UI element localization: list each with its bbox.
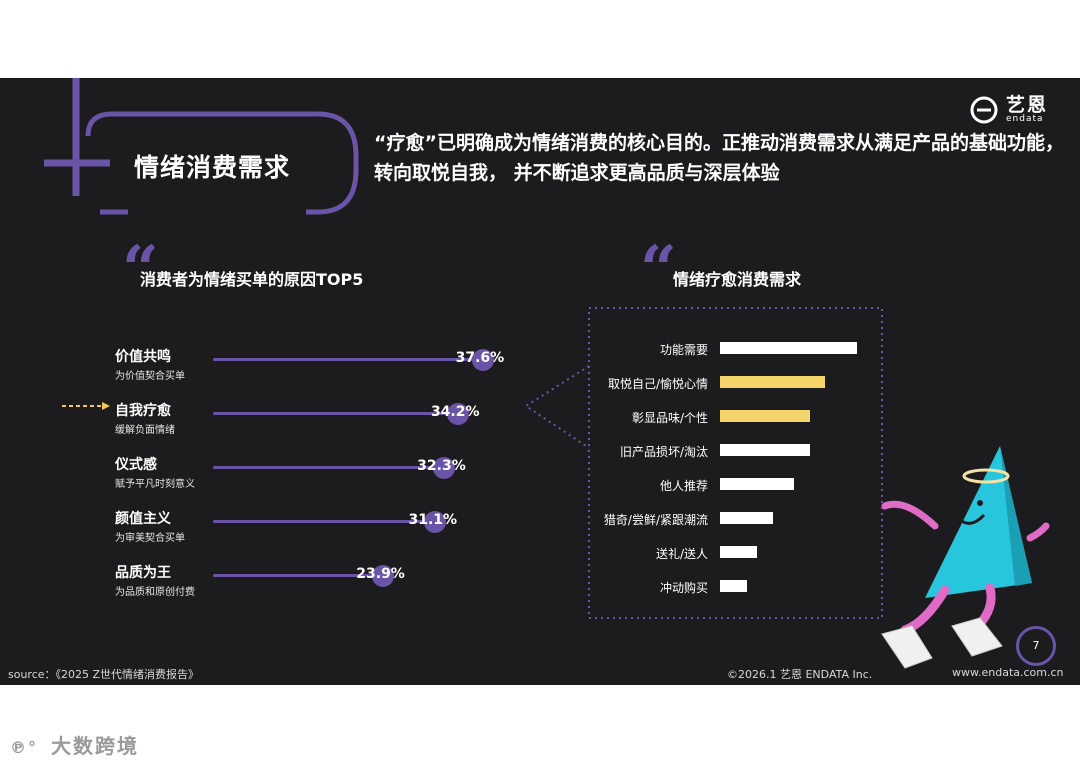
- highlight-arrow-icon: [62, 402, 110, 410]
- right-panel-title: 情绪疗愈消费需求: [673, 270, 802, 289]
- reason-description: 为价值契合买单: [115, 371, 185, 382]
- reason-bar: [213, 358, 478, 361]
- need-label: 他人推荐: [659, 479, 708, 493]
- need-bar: [720, 410, 811, 422]
- reason-dot: [471, 349, 494, 371]
- reason-name: 自我疗愈: [115, 403, 171, 419]
- reason-value-label: 31.1%: [408, 512, 458, 528]
- reason-name: 颜值主义: [115, 511, 171, 527]
- reason-value-label: 23.9%: [356, 566, 405, 582]
- mascot-figure: [881, 446, 1050, 669]
- headline: “疗愈”已明确成为情绪消费的核心目的。正推动消费需求从满足产品的基础功能，转向取…: [374, 132, 1064, 184]
- footer-source: source：《2025 Z世代情绪消费报告》: [8, 668, 200, 681]
- quote-mark-icon: “: [640, 232, 677, 307]
- need-bar: [720, 342, 857, 354]
- section-title: 情绪消费需求: [134, 153, 291, 182]
- callout-box: [588, 307, 883, 619]
- watermark-logo-icon: ℗°: [10, 738, 38, 757]
- reason-dot: [433, 457, 456, 479]
- reason-bar: [213, 412, 453, 415]
- need-bar: [720, 478, 794, 490]
- reason-name: 仪式感: [115, 457, 157, 473]
- need-bar: [720, 444, 811, 456]
- deco-title-frame: [85, 111, 359, 215]
- reason-bar: [213, 466, 440, 469]
- reason-value-label: 37.6%: [455, 350, 505, 366]
- need-bar: [720, 512, 774, 524]
- reason-value-label: 34.2%: [430, 404, 480, 420]
- watermark: ℗° 大数跨境: [10, 730, 139, 759]
- brand-name: 艺恩: [1006, 94, 1049, 116]
- need-bar: [720, 580, 748, 592]
- reason-description: 赋予平凡时刻意义: [115, 479, 195, 490]
- footer-copyright: ©2026.1 艺恩 ENDATA Inc.: [727, 668, 873, 681]
- reason-description: 为品质和原创付费: [115, 587, 195, 598]
- reason-dot: [424, 511, 447, 533]
- need-label: 猎奇/尝鲜/紧跟潮流: [603, 513, 708, 527]
- need-label: 彰显品味/个性: [631, 411, 708, 425]
- need-bar: [720, 376, 826, 388]
- footer-website: www.endata.com.cn: [952, 666, 1064, 679]
- reason-bar: [213, 574, 379, 577]
- reason-name: 价值共鸣: [115, 349, 171, 365]
- page-number: 7: [1016, 626, 1056, 666]
- reason-dot: [446, 403, 469, 425]
- reason-value-label: 32.3%: [417, 458, 466, 474]
- need-bar: [720, 546, 757, 558]
- left-panel-title: 消费者为情绪买单的原因TOP5: [140, 270, 364, 289]
- need-label: 旧产品损坏/淘汰: [619, 445, 708, 459]
- reason-dot: [372, 565, 395, 587]
- callout-pointer: [524, 365, 590, 449]
- quote-mark-icon: “: [122, 232, 159, 307]
- brand-sub: endata: [1006, 114, 1044, 124]
- need-label: 功能需要: [659, 343, 708, 357]
- reason-bar: [213, 520, 431, 523]
- reason-name: 品质为王: [115, 565, 171, 581]
- need-label: 取悦自己/愉悦心情: [607, 377, 708, 391]
- need-label: 送礼/送人: [655, 547, 708, 561]
- reason-description: 为审美契合买单: [115, 533, 185, 544]
- slide: 情绪消费需求 “疗愈”已明确成为情绪消费的核心目的。正推动消费需求从满足产品的基…: [0, 78, 1080, 685]
- watermark-text: 大数跨境: [50, 734, 139, 758]
- slide-decoration: [44, 78, 1050, 669]
- need-label: 冲动购买: [659, 581, 708, 595]
- brand-logo: 艺恩 endata: [970, 90, 1060, 130]
- endata-logo-icon: [970, 96, 998, 124]
- reason-description: 缓解负面情绪: [115, 425, 175, 436]
